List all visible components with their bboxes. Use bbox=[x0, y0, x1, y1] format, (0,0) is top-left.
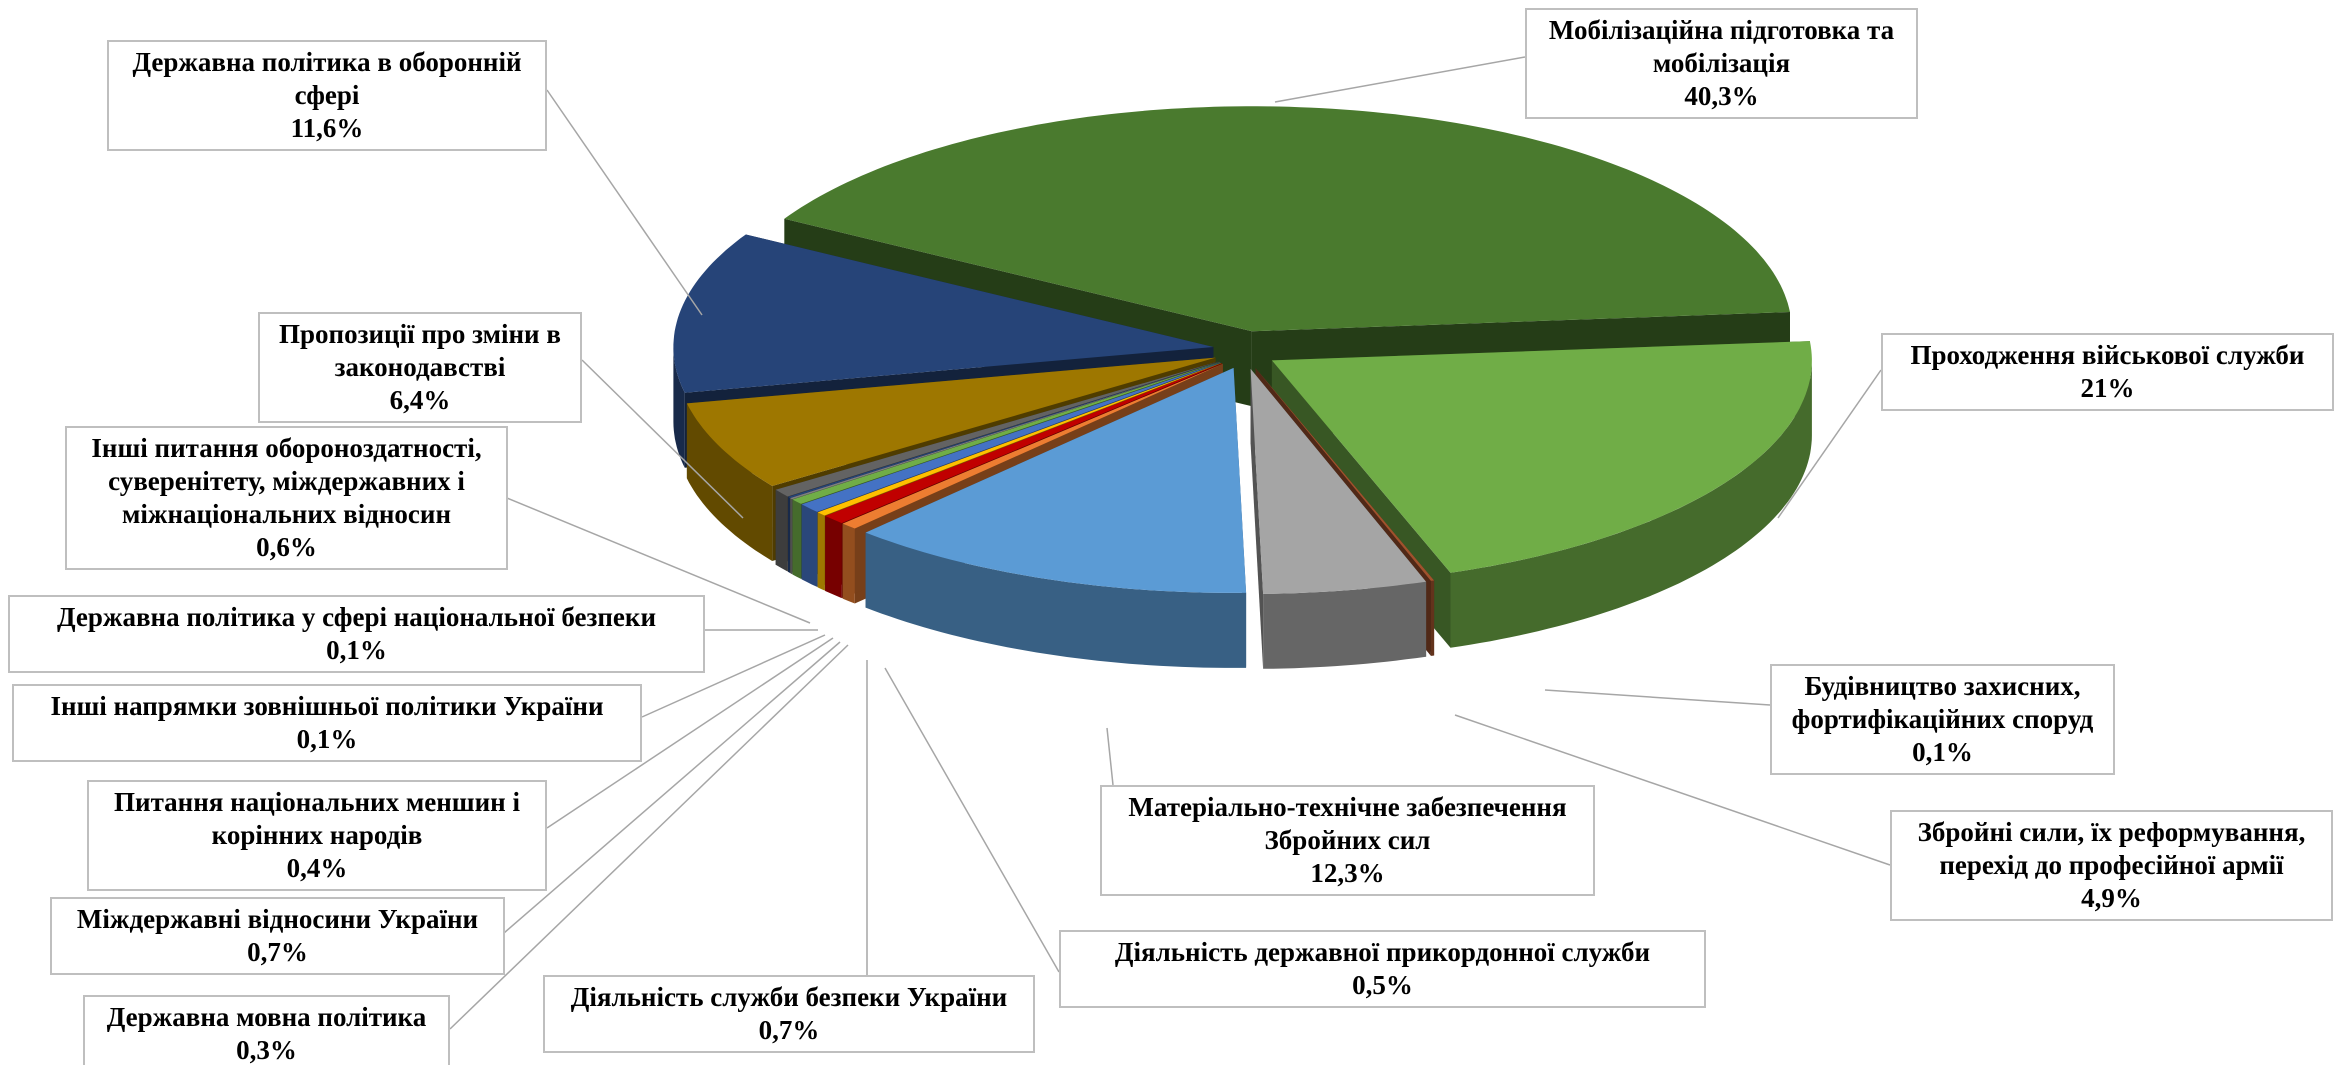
slice-side bbox=[788, 496, 790, 573]
leader-line bbox=[1777, 369, 1882, 519]
slice-side bbox=[842, 523, 855, 604]
data-label: Діяльність державної прикордонної служби… bbox=[1059, 930, 1706, 1008]
value-label: 0,5% bbox=[1352, 969, 1413, 1000]
leader-line bbox=[506, 497, 811, 624]
value-label: 0,4% bbox=[286, 852, 348, 883]
slice-side bbox=[790, 498, 793, 575]
slice-side bbox=[775, 489, 788, 572]
category-label: Діяльність державної прикордонної служби bbox=[1114, 937, 1651, 967]
category-label: Пропозиції про зміни в законодавстві bbox=[279, 319, 561, 382]
category-label: Проходження військової служби bbox=[1910, 340, 2305, 370]
leader-line bbox=[1454, 714, 1891, 866]
slice-side bbox=[1263, 581, 1427, 669]
data-label: Інші напрямки зовнішньої політики Україн… bbox=[12, 684, 642, 762]
slice-side bbox=[1450, 360, 1812, 648]
slice-side bbox=[801, 504, 818, 587]
slice-side bbox=[865, 532, 1247, 668]
data-label: Матеріально-технічне забезпечення Збройн… bbox=[1100, 785, 1595, 896]
slice bbox=[825, 363, 1222, 524]
data-label: Мобілізаційна підготовка та мобілізація 4… bbox=[1525, 8, 1918, 119]
data-label: Діяльність служби безпеки України 0,7% bbox=[543, 975, 1035, 1053]
value-label: 0,7% bbox=[758, 1014, 820, 1045]
value-label: 0,3% bbox=[236, 1034, 297, 1065]
value-label: 6,4% bbox=[389, 384, 451, 415]
leader-line bbox=[1544, 689, 1771, 706]
slice bbox=[775, 361, 1220, 497]
slice bbox=[673, 234, 1214, 393]
value-label: 0,1% bbox=[296, 723, 358, 754]
category-label: Будівництво захисних, фортифікаційних сп… bbox=[1791, 671, 2094, 734]
slice-side bbox=[1430, 580, 1435, 656]
value-label: 12,3% bbox=[1310, 857, 1385, 888]
leader-line bbox=[449, 644, 849, 1030]
slice bbox=[1250, 368, 1427, 594]
leader-line bbox=[1274, 56, 1526, 103]
data-label: Проходження військової служби 21% bbox=[1881, 333, 2334, 411]
data-label: Питання національних меншин і корінних н… bbox=[87, 780, 547, 891]
slice bbox=[784, 106, 1790, 332]
value-label: 4,9% bbox=[2081, 882, 2142, 913]
slice bbox=[788, 361, 1220, 498]
value-label: 0,6% bbox=[256, 531, 317, 562]
slice bbox=[865, 367, 1247, 593]
data-label: Державна політика в оборонній сфері 11,6% bbox=[107, 40, 547, 151]
data-label: Державна політика у сфері національної б… bbox=[8, 595, 705, 673]
category-label: Державна політика у сфері національної б… bbox=[56, 602, 657, 632]
slice-side bbox=[792, 499, 801, 579]
leader-line bbox=[1106, 727, 1114, 786]
slice-side bbox=[673, 347, 685, 468]
category-label: Міждержавні відносини України bbox=[76, 904, 479, 934]
slice-side bbox=[825, 516, 842, 599]
slice-side bbox=[686, 403, 773, 561]
category-label: Мобілізаційна підготовка та мобілізація bbox=[1548, 15, 1895, 78]
data-label: Збройні сили, їх реформування, перехід д… bbox=[1890, 810, 2333, 921]
leader-line bbox=[546, 637, 834, 829]
value-label: 40,3% bbox=[1684, 80, 1759, 111]
slice bbox=[801, 362, 1221, 512]
slice bbox=[1255, 368, 1435, 581]
value-label: 11,6% bbox=[290, 112, 364, 143]
leader-line bbox=[581, 359, 744, 519]
data-label: Пропозиції про зміни в законодавстві 6,4% bbox=[258, 312, 582, 423]
slice-wall bbox=[1250, 368, 1264, 669]
leader-line bbox=[503, 641, 841, 934]
category-label: Збройні сили, їх реформування, перехід д… bbox=[1917, 817, 2306, 880]
data-label: Державна мовна політика 0,3% bbox=[83, 995, 450, 1065]
data-label: Інші питання обороноздатності, сувереніт… bbox=[65, 426, 508, 570]
slice bbox=[842, 363, 1223, 529]
leader-line bbox=[546, 89, 703, 316]
data-label: Міждержавні відносини України 0,7% bbox=[50, 897, 505, 975]
category-label: Інші напрямки зовнішньої політики Україн… bbox=[50, 691, 604, 721]
category-label: Інші питання обороноздатності, сувереніт… bbox=[91, 433, 482, 529]
slice bbox=[1271, 341, 1812, 573]
slice bbox=[790, 361, 1220, 500]
leader-line bbox=[884, 667, 1060, 973]
leader-line bbox=[641, 634, 826, 718]
value-label: 0,7% bbox=[247, 936, 308, 967]
category-label: Питання національних меншин і корінних н… bbox=[114, 787, 520, 850]
data-label: Будівництво захисних, фортифікаційних сп… bbox=[1770, 664, 2115, 775]
category-label: Матеріально-технічне забезпечення Збройн… bbox=[1128, 792, 1567, 855]
slice bbox=[817, 362, 1222, 516]
category-label: Державна мовна політика bbox=[106, 1002, 427, 1032]
value-label: 0,1% bbox=[1912, 736, 1973, 767]
value-label: 0,1% bbox=[326, 634, 387, 665]
slice-side bbox=[817, 512, 825, 591]
slice bbox=[792, 361, 1220, 504]
category-label: Діяльність служби безпеки України bbox=[570, 982, 1008, 1012]
category-label: Державна політика в оборонній сфері bbox=[132, 47, 522, 110]
value-label: 21% bbox=[2080, 372, 2135, 403]
slice bbox=[686, 357, 1216, 486]
